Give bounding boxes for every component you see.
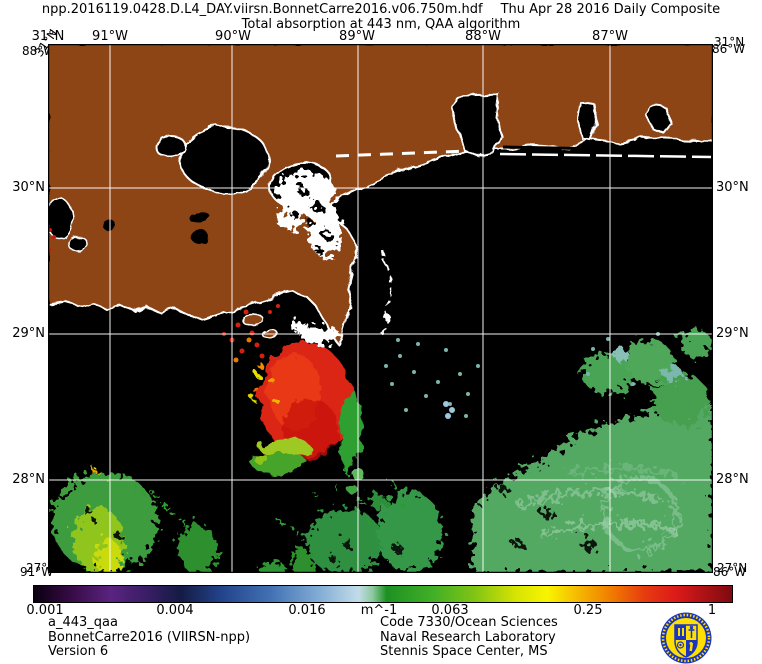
corner-label-top-right-lat: 31°N bbox=[714, 35, 745, 49]
lake-pontchartrain bbox=[180, 126, 270, 194]
map-border bbox=[47, 43, 714, 574]
lat-label-right-30n: 30°N bbox=[716, 180, 749, 195]
product-annotation-block: a_443_qaa BonnetCarre2016 (VIIRSN-npp) V… bbox=[48, 615, 251, 660]
axis-label-31n: 31°N bbox=[31, 29, 65, 44]
organization-annotation-block: Code 7330/Ocean Sciences Naval Research … bbox=[380, 615, 558, 660]
header-line: npp.2016119.0428.D.L4_DAY.viirsn.BonnetC… bbox=[0, 2, 762, 17]
corner-label-top-left-lon: 88°W bbox=[22, 44, 56, 58]
org-location: Stennis Space Center, MS bbox=[380, 644, 548, 660]
corner-label-bottom-left-lon: 91°W bbox=[20, 565, 54, 579]
colorbar-tick-0016: 0.016 bbox=[288, 603, 326, 618]
axis-label-91w: 91°W bbox=[92, 29, 128, 44]
seagreen-region-southeast bbox=[473, 330, 713, 573]
plume-green-fringe bbox=[340, 386, 363, 474]
barrier-islands bbox=[335, 145, 712, 337]
axis-label-89w: 89°W bbox=[339, 29, 375, 44]
mobile-bay bbox=[450, 92, 503, 158]
file-name: npp.2016119.0428.D.L4_DAY.viirsn.BonnetC… bbox=[41, 2, 483, 17]
green-patches-south bbox=[259, 472, 443, 578]
org-code: Code 7330/Ocean Sciences bbox=[380, 615, 558, 630]
colorbar-tick-1: 1 bbox=[707, 603, 717, 618]
corner-label-bottom-right-lat: 27°N bbox=[717, 561, 748, 575]
corner-label-bottom-right-lon: 86°W bbox=[713, 565, 747, 579]
nrl-seal-icon bbox=[660, 612, 712, 664]
colorbar-tick-0004: 0.004 bbox=[156, 603, 194, 618]
marsh-islet bbox=[241, 314, 265, 326]
lat-label-right-28n: 28°N bbox=[716, 472, 749, 487]
cloud-patch bbox=[290, 322, 341, 343]
lat-label-left-29n: 29°N bbox=[12, 326, 45, 341]
org-name: Naval Research Laboratory bbox=[380, 629, 556, 645]
coastline bbox=[47, 137, 714, 345]
teal-speckles bbox=[384, 332, 660, 419]
composite-date: Thu Apr 28 2016 Daily Composite bbox=[500, 2, 721, 17]
colorbar-tick-0001: 0.001 bbox=[26, 603, 64, 618]
version-label: Version 6 bbox=[48, 644, 109, 660]
chandeleur-islands bbox=[378, 249, 392, 337]
axis-label-90w: 90°W bbox=[215, 29, 251, 44]
corner-label-top-right-lon: 86°W bbox=[712, 42, 746, 56]
marsh-shoals bbox=[276, 172, 342, 257]
lat-label-right-29n: 29°N bbox=[716, 326, 749, 341]
colorbar bbox=[33, 585, 733, 603]
nrl-seal-logo bbox=[660, 612, 712, 664]
graticule bbox=[48, 44, 713, 573]
page-title: Total absorption at 443 nm, QAA algorith… bbox=[241, 17, 521, 32]
lake-maurepas bbox=[154, 134, 186, 158]
colorbar-tick-0063: 0.063 bbox=[431, 603, 469, 618]
colorbar-units-label: m^-1 bbox=[360, 603, 398, 618]
land-area bbox=[48, 44, 713, 344]
red-absorption-plume bbox=[251, 342, 364, 494]
small-lakes bbox=[46, 198, 209, 253]
colorbar-gradient bbox=[34, 586, 732, 602]
axis-label-87w: 87°W bbox=[592, 29, 628, 44]
plume-orange-specks bbox=[251, 363, 279, 404]
absorption-map bbox=[46, 43, 714, 578]
project-name: BonnetCarre2016 (VIIRSN-npp) bbox=[48, 629, 251, 645]
map-area bbox=[46, 43, 714, 578]
colorbar-tick-025: 0.25 bbox=[573, 603, 603, 618]
choctawhatchee-bay bbox=[645, 104, 673, 135]
pensacola-bay bbox=[575, 100, 599, 143]
lat-label-left-28n: 28°N bbox=[12, 472, 45, 487]
lat-label-left-30n: 30°N bbox=[12, 180, 45, 195]
product-name: a_443_qaa bbox=[48, 615, 118, 630]
axis-label-88w: 88°W bbox=[465, 29, 501, 44]
